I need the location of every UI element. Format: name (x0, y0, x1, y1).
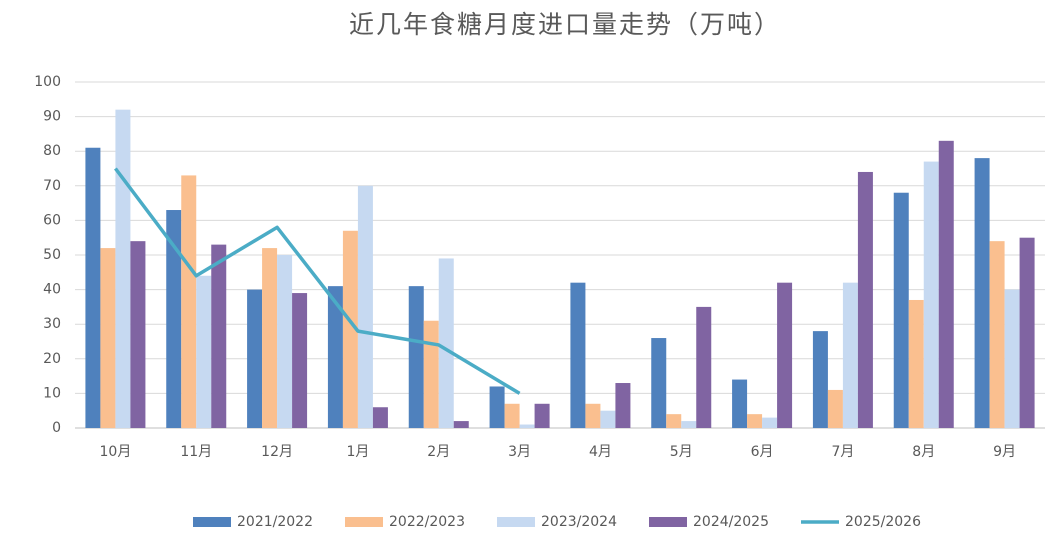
bar (423, 320, 439, 428)
bar (857, 171, 873, 428)
legend-label: 2023/2024 (541, 514, 617, 530)
bar (196, 275, 212, 428)
x-tick-label: 3月 (508, 444, 531, 460)
x-tick-label: 11月 (180, 444, 212, 460)
bar (292, 293, 308, 428)
bar (327, 286, 343, 428)
bar (408, 286, 424, 428)
bar (166, 210, 182, 428)
bar (100, 248, 116, 428)
chart-title: 近几年食糖月度进口量走势（万吨） (349, 10, 781, 39)
bar (504, 403, 520, 428)
y-tick-label: 40 (43, 282, 61, 298)
x-tick-label: 9月 (993, 444, 1016, 460)
bar (85, 147, 101, 429)
bar (747, 414, 763, 428)
bar (615, 383, 631, 428)
bar (732, 379, 748, 428)
legend-label: 2025/2026 (845, 514, 921, 530)
x-tick-label: 2月 (427, 444, 450, 460)
bar (651, 338, 667, 428)
y-tick-label: 50 (43, 247, 61, 263)
y-tick-label: 80 (43, 143, 61, 159)
y-tick-label: 0 (52, 420, 61, 436)
bar (247, 289, 263, 428)
bar (908, 299, 924, 428)
bar (681, 421, 697, 428)
x-tick-label: 8月 (912, 444, 935, 460)
bar (570, 282, 586, 428)
bar (923, 161, 939, 428)
bar (974, 158, 990, 428)
legend-swatch (345, 517, 383, 527)
bar (842, 282, 858, 428)
bar (696, 306, 712, 428)
legend-label: 2022/2023 (389, 514, 465, 530)
bar (534, 403, 550, 428)
bar (453, 421, 469, 428)
y-tick-label: 70 (43, 178, 61, 194)
legend-swatch (649, 517, 687, 527)
bar (342, 230, 358, 428)
bar (893, 192, 909, 428)
bar (489, 386, 505, 428)
legend-swatch (497, 517, 535, 527)
y-tick-label: 100 (34, 74, 61, 90)
bar (438, 258, 454, 428)
y-tick-label: 60 (43, 212, 61, 228)
bar (357, 185, 373, 428)
legend-label: 2021/2022 (237, 514, 313, 530)
x-tick-label: 12月 (261, 444, 293, 460)
legend-label: 2024/2025 (693, 514, 769, 530)
x-tick-label: 4月 (589, 444, 612, 460)
bar (262, 248, 278, 428)
bar (777, 282, 793, 428)
bar (211, 244, 227, 428)
bar (812, 331, 828, 428)
legend-swatch (193, 517, 231, 527)
y-tick-label: 10 (43, 385, 61, 401)
line-series (114, 167, 521, 395)
bar (372, 407, 388, 428)
bar (989, 241, 1005, 428)
bar (666, 414, 682, 428)
bar (1004, 289, 1020, 428)
bar (277, 255, 293, 428)
bar (585, 403, 601, 428)
bar (519, 424, 535, 428)
y-tick-label: 20 (43, 351, 61, 367)
bar (600, 410, 616, 428)
x-tick-label: 6月 (751, 444, 774, 460)
y-tick-label: 30 (43, 316, 61, 332)
bar (130, 241, 146, 428)
x-tick-label: 10月 (100, 444, 132, 460)
y-tick-label: 90 (43, 109, 61, 125)
x-tick-label: 5月 (670, 444, 693, 460)
x-tick-label: 7月 (831, 444, 854, 460)
bar (1019, 237, 1035, 428)
bar (762, 417, 778, 428)
bar (938, 140, 954, 428)
bar (827, 389, 843, 428)
x-tick-label: 1月 (346, 444, 369, 460)
bar (115, 109, 131, 429)
bar (181, 175, 197, 428)
